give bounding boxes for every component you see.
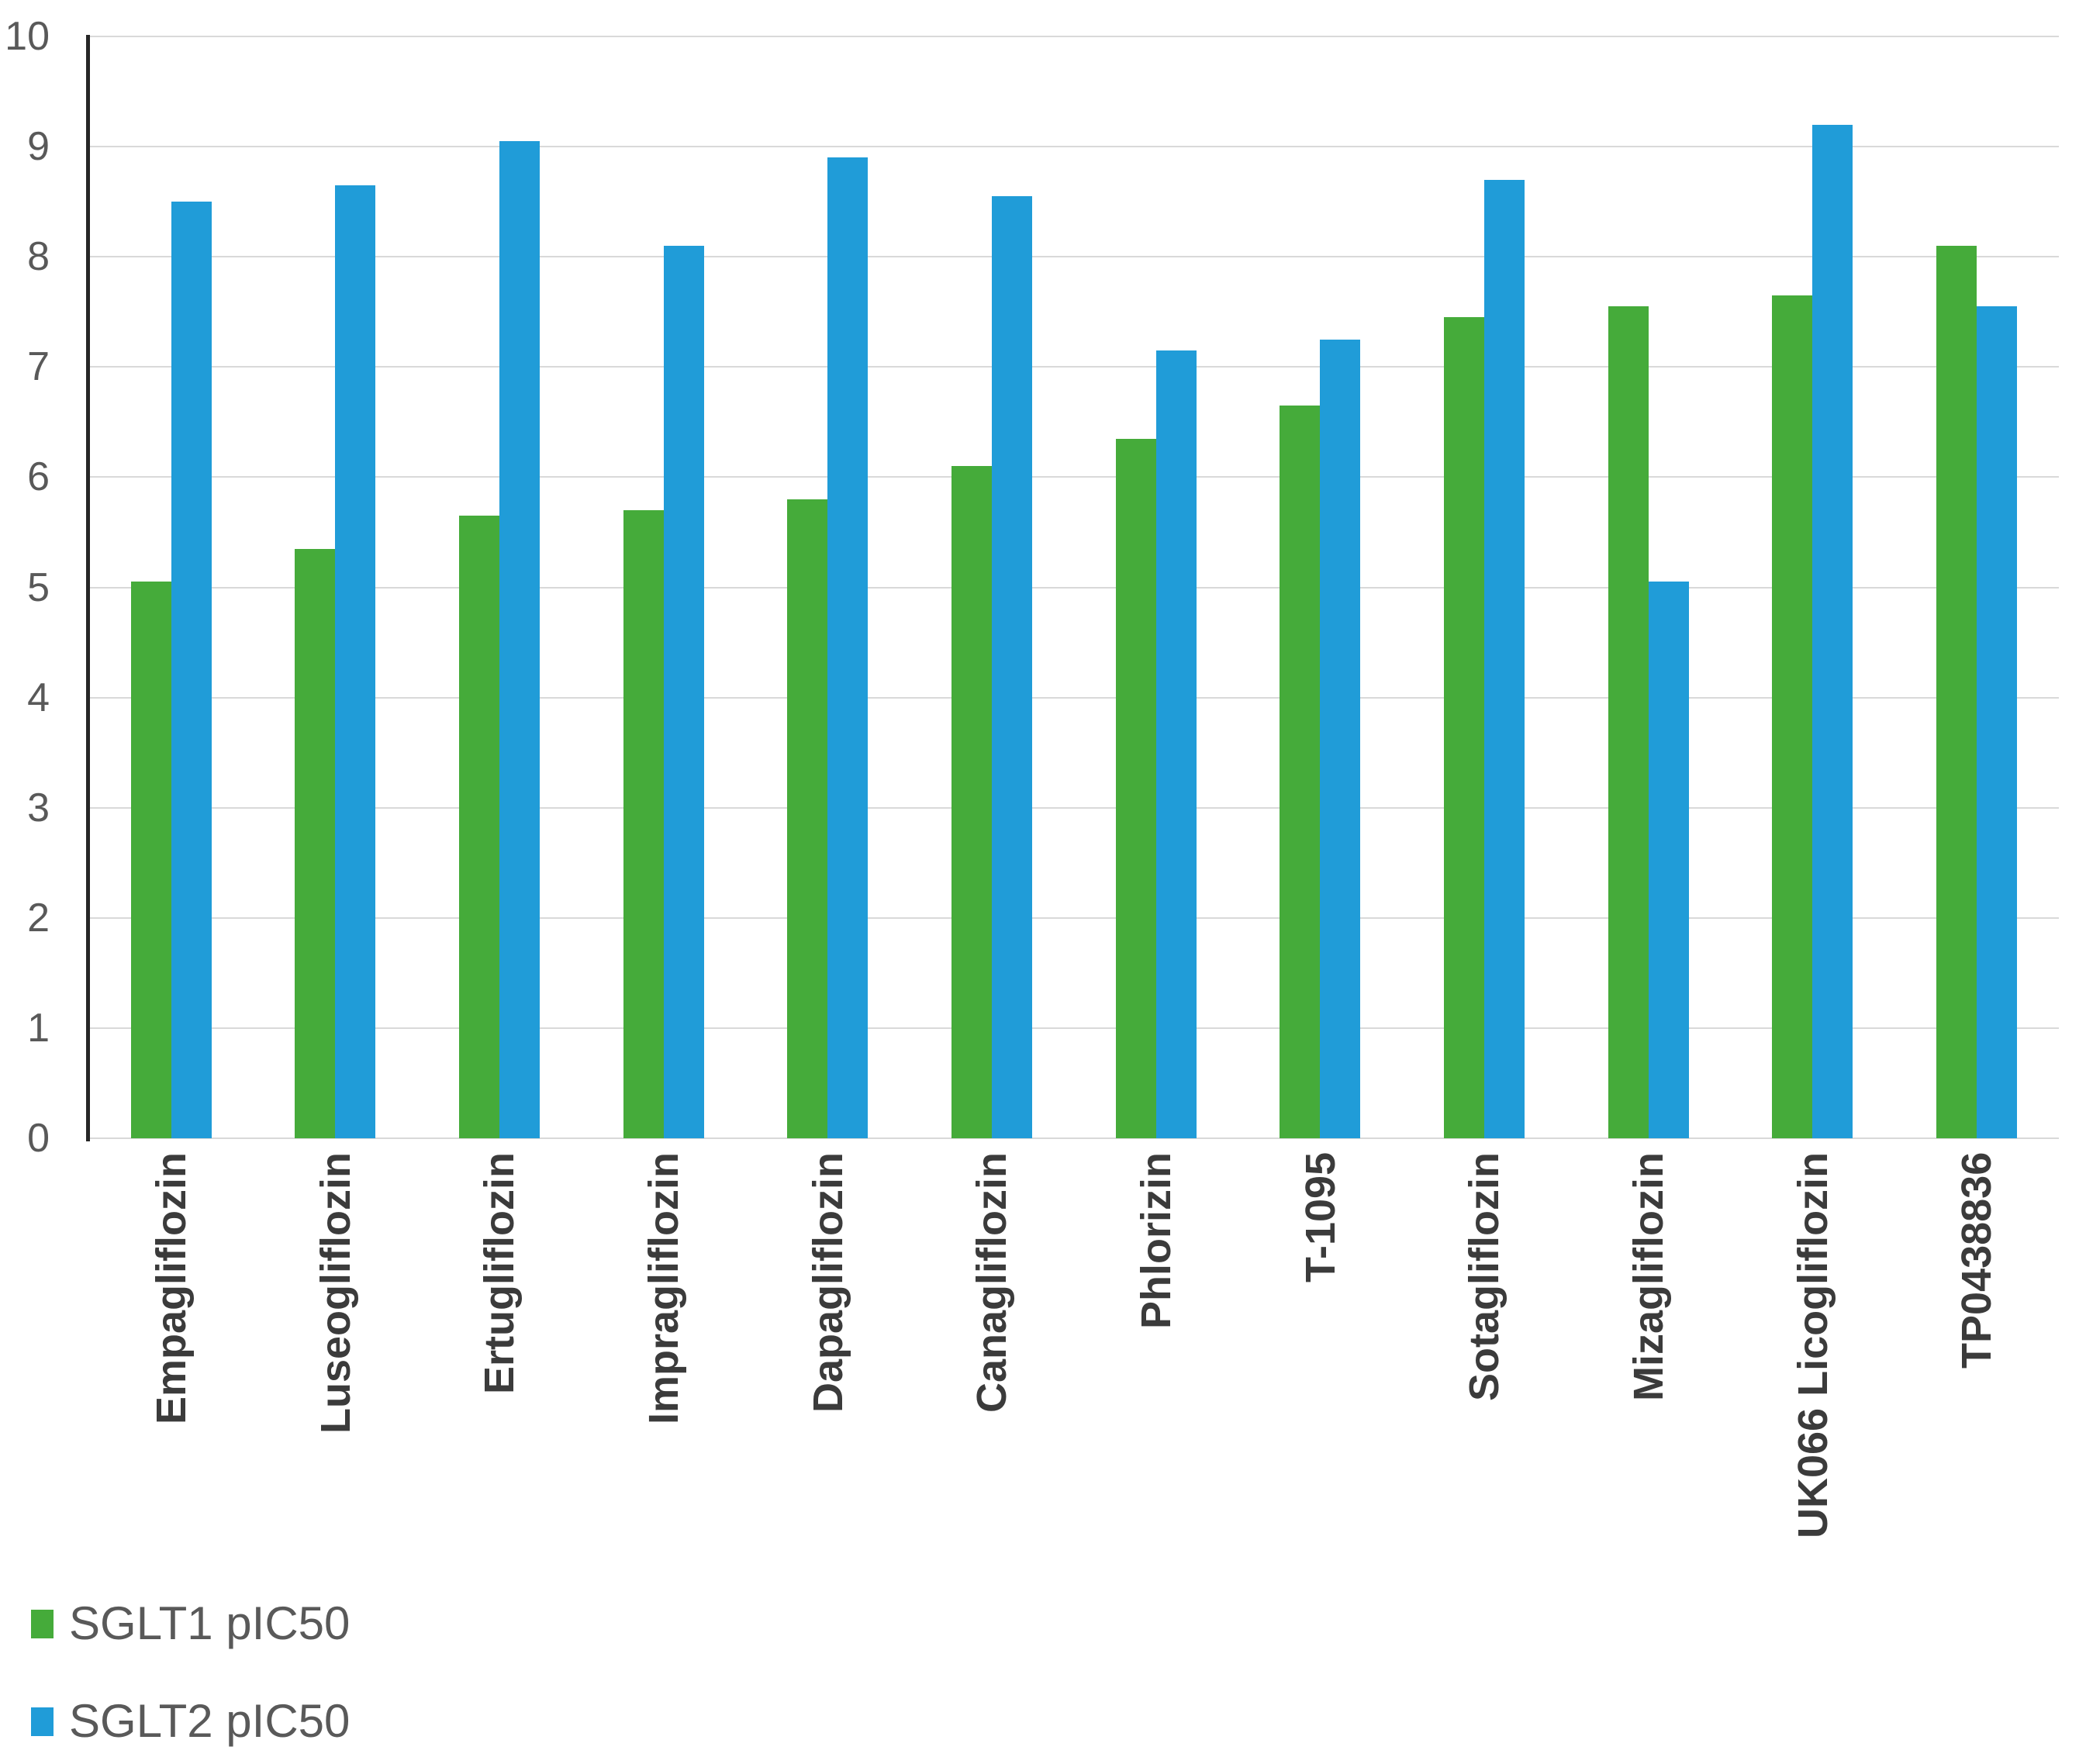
bar-sglt1-10 <box>1608 306 1649 1138</box>
sglt2-color-swatch-icon <box>31 1707 54 1736</box>
bar-group-12 <box>1894 36 2059 1138</box>
bar-sglt2-1 <box>171 202 212 1138</box>
x-category-label-11: UK066 Licogliflozin <box>1789 1152 1836 1539</box>
bar-sglt1-3 <box>459 516 500 1138</box>
legend-label-sglt2: SGLT2 pIC50 <box>69 1695 351 1747</box>
legend-item-sglt2: SGLT2 pIC50 <box>31 1697 350 1746</box>
bar-sglt2-6 <box>992 196 1033 1138</box>
bar-sglt2-8 <box>1320 339 1361 1138</box>
y-tick-label-2: 2 <box>27 895 50 941</box>
y-tick-label-3: 3 <box>27 785 50 830</box>
bar-sglt2-2 <box>335 185 376 1138</box>
x-category-label-12: TP0438836 <box>1953 1152 2001 1369</box>
legend-item-sglt1: SGLT1 pIC50 <box>31 1599 350 1648</box>
bar-group-2 <box>254 36 418 1138</box>
bar-group-5 <box>746 36 910 1138</box>
bar-sglt2-4 <box>663 246 704 1138</box>
gridline-y7 <box>89 366 2059 368</box>
y-tick-label-9: 9 <box>27 124 50 170</box>
bar-sglt2-5 <box>827 157 869 1138</box>
gridline-y5 <box>89 586 2059 589</box>
bar-group-1 <box>89 36 254 1138</box>
bar-sglt1-7 <box>1115 438 1156 1138</box>
y-tick-label-8: 8 <box>27 234 50 280</box>
y-tick-label-7: 7 <box>27 344 50 390</box>
bar-sglt2-10 <box>1648 582 1689 1138</box>
x-category-label-9: Sotagliflozin <box>1461 1152 1508 1401</box>
x-category-label-5: Dapagliflozin <box>804 1152 851 1413</box>
bar-group-6 <box>910 36 1074 1138</box>
bar-group-9 <box>1402 36 1566 1138</box>
y-tick-label-6: 6 <box>27 454 50 500</box>
legend: SGLT1 pIC50 SGLT2 pIC50 <box>31 1599 350 1764</box>
y-tick-label-1: 1 <box>27 1005 50 1051</box>
gridline-y1 <box>89 1027 2059 1029</box>
bar-sglt1-11 <box>1772 295 1813 1138</box>
gridline-y0 <box>89 1137 2059 1139</box>
bar-sglt1-2 <box>295 548 336 1138</box>
x-category-label-4: Impragliflozin <box>640 1152 687 1424</box>
bar-group-4 <box>582 36 746 1138</box>
gridline-y10 <box>89 36 2059 37</box>
gridline-y6 <box>89 476 2059 478</box>
x-category-label-8: T-1095 <box>1297 1152 1344 1283</box>
bar-sglt2-3 <box>499 141 540 1138</box>
bar-sglt2-7 <box>1155 350 1197 1138</box>
bar-sglt1-8 <box>1280 406 1321 1138</box>
y-tick-label-10: 10 <box>5 14 50 59</box>
legend-label-sglt1: SGLT1 pIC50 <box>69 1597 351 1649</box>
x-category-label-2: Luseogliflozin <box>312 1152 359 1434</box>
y-axis-tick-labels: 0 1 2 3 4 5 6 7 8 9 10 <box>0 15 50 1160</box>
bar-group-7 <box>1074 36 1238 1138</box>
gridline-y2 <box>89 917 2059 919</box>
bar-sglt2-9 <box>1484 179 1525 1138</box>
bar-group-8 <box>1238 36 1403 1138</box>
bar-group-11 <box>1731 36 1895 1138</box>
bar-sglt2-11 <box>1812 124 1853 1138</box>
plot-area <box>86 35 2059 1141</box>
bars-layer <box>89 36 2059 1138</box>
x-category-label-10: Mizagliflozin <box>1625 1152 1672 1401</box>
y-tick-label-0: 0 <box>27 1116 50 1161</box>
bar-sglt2-12 <box>1977 306 2018 1138</box>
gridline-y9 <box>89 146 2059 148</box>
x-category-label-6: Canagliflozin <box>969 1152 1016 1413</box>
bar-group-10 <box>1566 36 1731 1138</box>
bar-sglt1-5 <box>787 499 828 1138</box>
gridline-y3 <box>89 806 2059 809</box>
bar-sglt1-4 <box>623 510 664 1138</box>
gridline-y4 <box>89 696 2059 699</box>
y-axis-line <box>86 35 90 1141</box>
x-category-label-7: Phlorizin <box>1132 1152 1179 1329</box>
gridline-y8 <box>89 256 2059 258</box>
y-tick-label-5: 5 <box>27 564 50 610</box>
bar-sglt1-6 <box>951 466 993 1138</box>
x-category-label-1: Empagliflozin <box>147 1152 195 1424</box>
sglt1-color-swatch-icon <box>31 1609 54 1638</box>
bar-sglt1-12 <box>1936 246 1977 1138</box>
bar-sglt1-1 <box>130 582 171 1138</box>
x-category-label-3: Ertugliflozin <box>476 1152 523 1394</box>
bar-sglt1-9 <box>1444 317 1485 1138</box>
y-tick-label-4: 4 <box>27 675 50 720</box>
bar-group-3 <box>417 36 582 1138</box>
